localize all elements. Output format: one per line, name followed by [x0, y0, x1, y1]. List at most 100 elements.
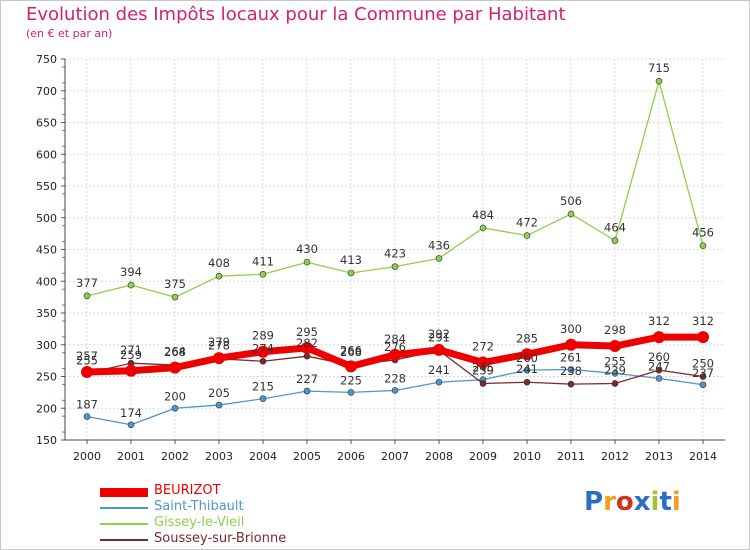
data-point — [567, 366, 575, 373]
y-tick-label: 600 — [36, 148, 57, 161]
y-tick-label: 300 — [36, 339, 57, 352]
data-label: 715 — [648, 61, 670, 75]
data-point — [171, 293, 179, 301]
data-point — [433, 343, 445, 356]
data-point — [611, 370, 619, 377]
data-point — [699, 381, 707, 389]
x-tick-label: 2002 — [161, 450, 189, 463]
data-label: 215 — [252, 380, 274, 394]
y-tick-label: 450 — [36, 244, 57, 257]
data-point — [171, 404, 179, 412]
data-point — [655, 375, 663, 382]
data-point — [127, 421, 135, 429]
data-label: 274 — [252, 341, 274, 355]
y-tick-label: 350 — [36, 307, 57, 320]
x-tick-label: 2003 — [205, 450, 233, 463]
legend-swatch — [100, 539, 148, 541]
data-label: 228 — [384, 371, 406, 385]
chart-title: Evolution des Impôts locaux pour la Comm… — [26, 4, 566, 25]
data-label: 456 — [692, 226, 714, 240]
data-label: 284 — [384, 332, 406, 346]
x-tick-label: 2006 — [337, 450, 365, 463]
data-label: 237 — [692, 366, 714, 380]
proxiti-logo: Proxiti — [584, 487, 681, 517]
data-point — [303, 352, 311, 360]
data-point — [215, 401, 223, 409]
data-label: 200 — [164, 389, 186, 403]
data-label: 312 — [692, 314, 714, 328]
data-point — [303, 387, 311, 395]
data-point — [523, 232, 531, 239]
data-point — [215, 272, 223, 280]
data-label: 272 — [472, 340, 494, 354]
data-point — [567, 210, 575, 218]
data-label: 298 — [604, 323, 626, 337]
data-point — [83, 292, 91, 300]
data-point — [655, 77, 663, 85]
data-label: 260 — [516, 351, 538, 365]
data-label: 472 — [516, 216, 538, 230]
data-point — [477, 356, 489, 369]
x-tick-label: 2004 — [249, 450, 277, 463]
data-point — [303, 258, 311, 266]
data-label: 268 — [164, 345, 186, 359]
legend-label: Saint-Thibault — [154, 499, 244, 514]
data-point — [609, 340, 621, 353]
data-label: 411 — [252, 254, 274, 268]
y-tick-label: 700 — [36, 85, 57, 98]
logo-letter: r — [603, 487, 616, 517]
data-point — [611, 237, 619, 244]
x-tick-label: 2008 — [425, 450, 453, 463]
data-point — [697, 331, 709, 344]
data-point — [169, 361, 181, 374]
x-tick-label: 2009 — [469, 450, 497, 463]
legend-label: Soussey-sur-Brionne — [154, 531, 287, 546]
data-point — [259, 270, 267, 278]
data-label: 247 — [648, 359, 670, 373]
logo-letter: x — [633, 487, 651, 517]
data-point — [655, 366, 663, 374]
data-label: 187 — [76, 398, 98, 412]
data-label: 278 — [208, 339, 230, 353]
data-label: 245 — [472, 361, 494, 375]
data-point — [391, 387, 399, 394]
logo-letter: i — [650, 487, 660, 517]
data-label: 279 — [208, 335, 230, 349]
data-label: 241 — [428, 363, 450, 377]
data-label: 225 — [340, 373, 362, 387]
data-point — [81, 366, 93, 379]
data-label: 241 — [516, 362, 538, 376]
data-label: 312 — [648, 314, 670, 328]
x-tick-label: 2012 — [601, 450, 629, 463]
logo-letter: P — [584, 487, 604, 517]
data-point — [435, 378, 443, 386]
data-label: 259 — [120, 348, 142, 362]
y-tick-label: 150 — [36, 434, 57, 447]
data-label: 264 — [164, 345, 186, 359]
data-label: 276 — [384, 340, 406, 354]
data-point — [523, 366, 531, 374]
legend-swatch — [100, 487, 148, 497]
data-label: 413 — [340, 253, 362, 267]
y-tick-label: 200 — [36, 402, 57, 415]
data-label: 174 — [120, 406, 142, 420]
data-label: 292 — [428, 327, 450, 341]
data-point — [125, 364, 137, 377]
data-label: 295 — [296, 325, 318, 339]
x-tick-label: 2007 — [381, 450, 409, 463]
y-tick-label: 550 — [36, 180, 57, 193]
data-label: 205 — [208, 386, 230, 400]
data-point — [259, 395, 267, 403]
data-point — [345, 360, 357, 373]
data-label: 268 — [340, 345, 362, 359]
x-tick-label: 2013 — [645, 450, 673, 463]
legend-label: BEURIZOT — [154, 483, 221, 498]
data-label: 430 — [296, 242, 318, 256]
data-point — [213, 352, 225, 365]
data-label: 239 — [604, 363, 626, 377]
y-tick-label: 500 — [36, 212, 57, 225]
data-point — [653, 331, 665, 344]
data-label: 436 — [428, 238, 450, 252]
x-tick-label: 2011 — [557, 450, 585, 463]
